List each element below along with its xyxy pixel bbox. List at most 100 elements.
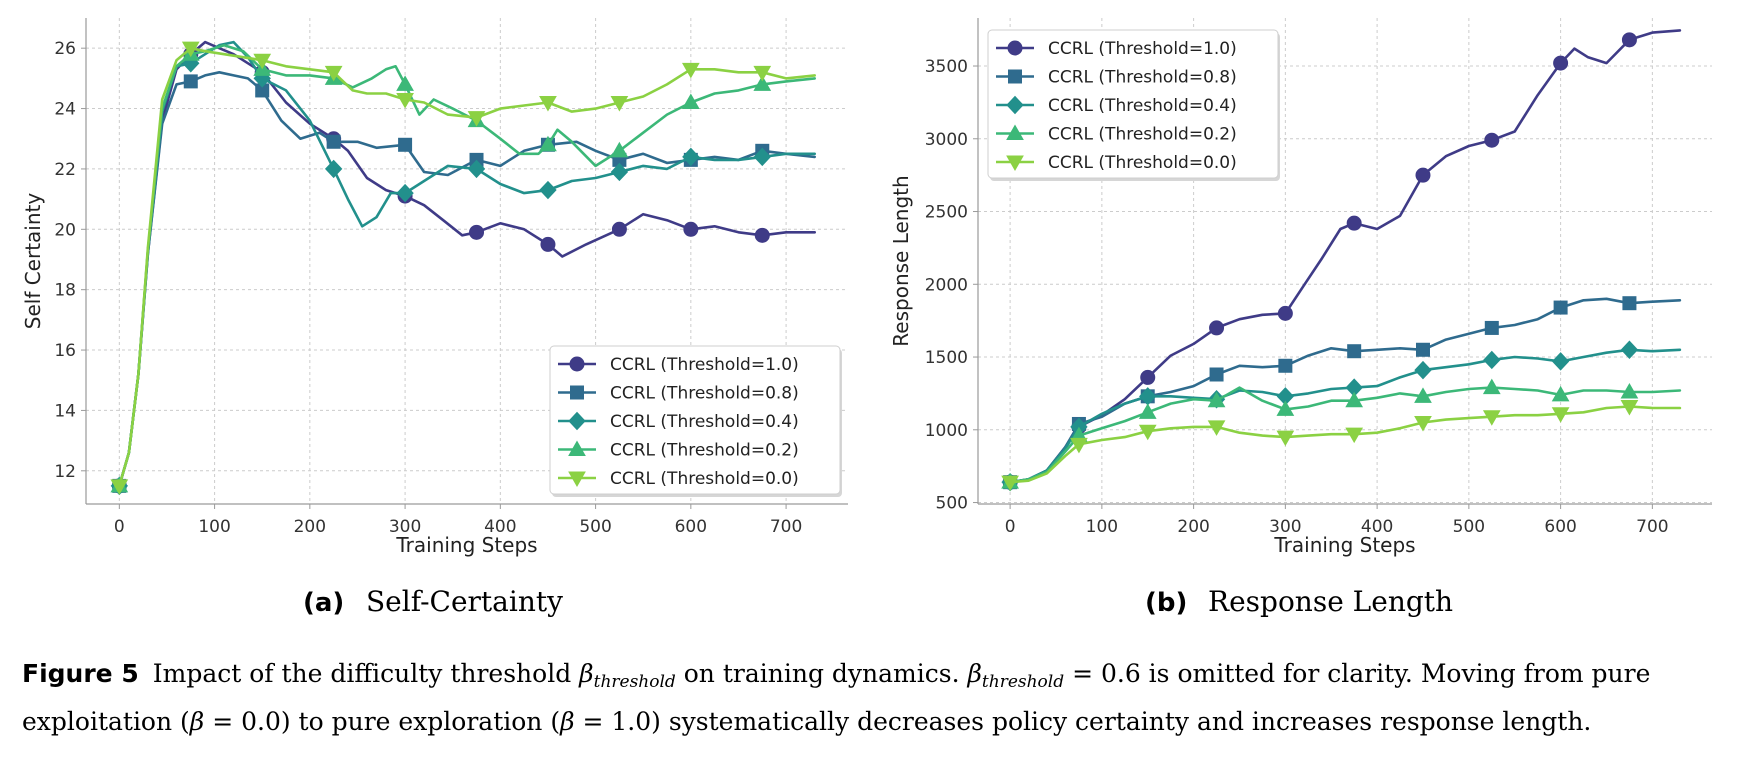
figure-caption: Figure 5 Impact of the difficulty thresho… (22, 654, 1722, 742)
a-data-point (683, 221, 699, 237)
b-x-tick-label: 100 (1086, 517, 1118, 537)
b-y-tick-label: 1000 (925, 421, 968, 441)
caption-beta-1: β (579, 659, 594, 688)
b-data-point (1551, 352, 1570, 371)
b-x-tick-label: 400 (1361, 517, 1393, 537)
b-data-point (1551, 385, 1570, 402)
b-data-point (1207, 391, 1226, 408)
b-data-point (1414, 387, 1432, 403)
b-data-point (1415, 342, 1430, 357)
a-data-point (611, 221, 627, 237)
b-legend-marker (1008, 69, 1022, 84)
a-legend-marker (568, 471, 586, 488)
b-series-line (1008, 405, 1682, 484)
b-data-point (1276, 430, 1295, 447)
caption-text-2: on training dynamics. (675, 659, 968, 688)
b-y-tick-label: 3000 (925, 130, 968, 150)
a-data-point (682, 147, 700, 167)
b-data-point (1482, 378, 1501, 395)
b-legend-marker (1006, 95, 1024, 115)
a-legend: CCRL (Threshold=1.0) CCRL (Threshold=0.8)… (549, 345, 842, 497)
a-legend-marker (568, 440, 586, 456)
a-series-3 (110, 43, 817, 493)
b-y-tick-label: 2500 (925, 203, 968, 223)
a-data-point (539, 96, 557, 112)
a-data-point (398, 137, 413, 152)
b-data-point (1277, 305, 1293, 321)
a-data-point (110, 479, 129, 495)
b-legend-marker (1007, 40, 1023, 56)
panel-a-letter: (a) (303, 588, 344, 618)
b-data-point (1209, 320, 1225, 336)
a-y-tick-label: 24 (54, 100, 76, 120)
b-data-point (1140, 369, 1156, 385)
a-data-point (681, 62, 700, 79)
a-data-point (469, 224, 485, 240)
b-legend-label: CCRL (Threshold=0.0) (1048, 153, 1237, 173)
caption-text-1: Impact of the difficulty threshold (152, 659, 580, 688)
b-x-tick-label: 300 (1269, 517, 1301, 537)
a-data-point (467, 159, 486, 179)
a-legend-label: CCRL (Threshold=0.4) (610, 412, 799, 432)
b-series-line (1008, 348, 1682, 484)
a-y-tick-label: 16 (54, 341, 76, 361)
panel-a-self-certainty: 0 100 200 300 400 500 600 700 12 14 16 18 20 22 24 26 Tr… (21, 18, 848, 557)
a-y-tick-label: 14 (54, 401, 76, 421)
a-legend-label: CCRL (Threshold=0.0) (610, 469, 799, 489)
subfigure-labels: (a) Self-Certainty (b) Response Length (303, 585, 1453, 618)
b-data-point (1070, 437, 1088, 454)
panel-a-title: Self-Certainty (366, 585, 563, 618)
b-legend-box (987, 29, 1279, 179)
b-data-point (1622, 296, 1637, 311)
a-legend-label: CCRL (Threshold=1.0) (610, 355, 799, 375)
b-x-tick-label: 700 (1636, 517, 1668, 537)
a-data-point (396, 75, 414, 91)
a-data-point (753, 147, 771, 167)
a-data-point (681, 93, 700, 110)
b-data-point (1276, 400, 1295, 416)
b-data-point (1551, 407, 1570, 423)
b-data-point (1346, 215, 1362, 231)
a-x-tick-label: 0 (114, 517, 125, 537)
caption-text-4: = 0.0) to pure exploration ( (204, 707, 561, 736)
caption-beta-3: β (189, 707, 205, 736)
b-y-tick-label: 3500 (925, 57, 968, 77)
a-data-point (324, 159, 343, 179)
a-y-tick-label: 22 (54, 160, 76, 180)
a-data-point (539, 180, 557, 200)
a-legend-box (549, 345, 841, 495)
a-data-point (610, 141, 629, 158)
a-y-tick-label: 12 (54, 462, 76, 482)
b-data-point (1620, 340, 1639, 359)
a-data-point (610, 96, 629, 112)
b-data-point (1621, 32, 1637, 48)
b-data-point (1347, 344, 1362, 359)
a-data-point (326, 134, 341, 149)
a-x-tick-label: 300 (389, 517, 421, 537)
b-y-tick-label: 2000 (925, 275, 968, 295)
b-y-axis-label: Response Length (889, 175, 913, 346)
b-y-tick-label: 500 (936, 494, 968, 514)
a-x-tick-label: 600 (675, 517, 707, 537)
b-y-tick-label: 1500 (925, 348, 968, 368)
a-x-axis-label: Training Steps (395, 533, 537, 557)
b-data-point (1483, 350, 1501, 370)
b-legend-label: CCRL (Threshold=0.2) (1048, 125, 1237, 145)
b-data-point (1620, 382, 1639, 399)
b-x-tick-label: 600 (1544, 517, 1576, 537)
a-data-point (540, 236, 556, 252)
b-series-4 (1001, 400, 1682, 492)
b-data-point (1484, 320, 1499, 335)
b-data-point (1138, 403, 1157, 419)
b-data-point (1001, 475, 1019, 492)
caption-text-3: = 0.6 is omitted for clarity. Moving fro… (22, 659, 1651, 736)
a-data-point (539, 135, 557, 152)
caption-text-5: = 1.0) systematically decreases policy c… (574, 707, 1592, 736)
caption-sub-2: threshold (981, 672, 1065, 692)
panel-b-title: Response Length (1208, 585, 1453, 618)
b-data-point (1138, 424, 1157, 441)
b-data-point (1553, 55, 1569, 71)
b-x-tick-label: 500 (1453, 517, 1485, 537)
caption-sub-1: threshold (593, 672, 676, 692)
